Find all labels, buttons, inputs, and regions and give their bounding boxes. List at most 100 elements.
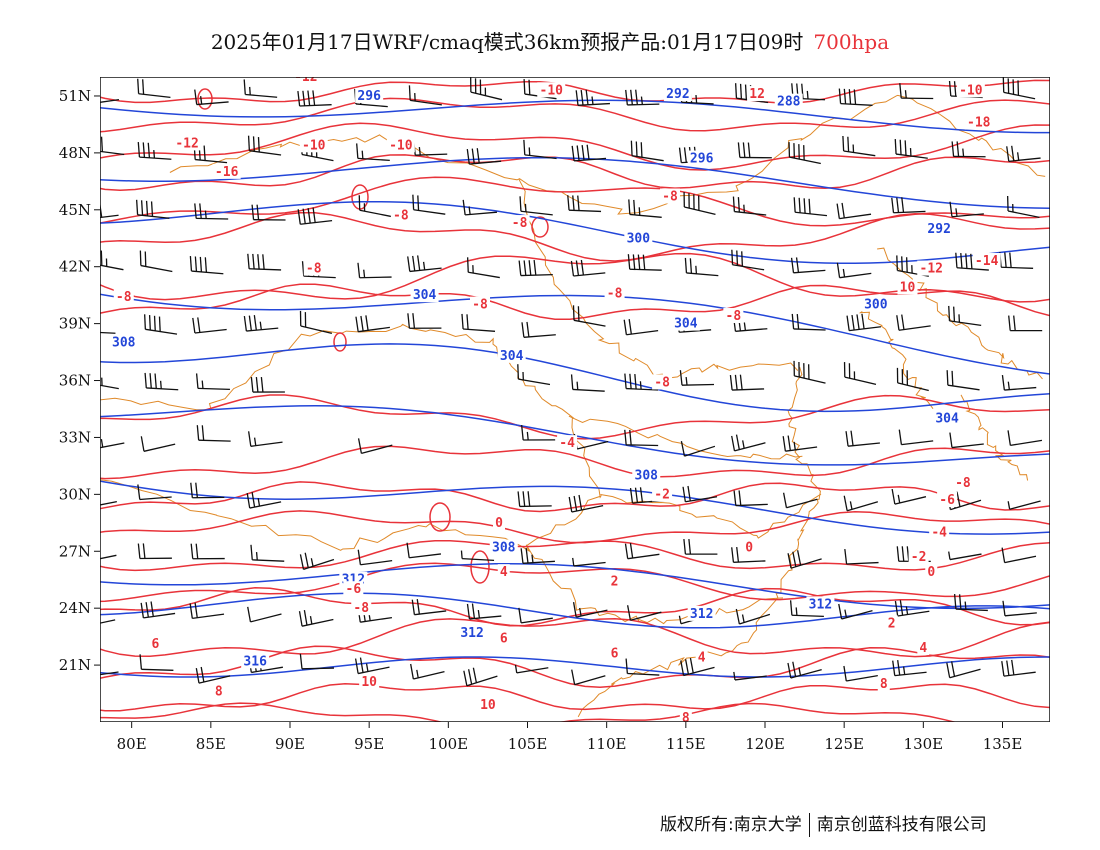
temperature-contour-label: -12 bbox=[175, 136, 198, 151]
wind-barb-flag bbox=[466, 314, 469, 330]
wind-barb-flag bbox=[408, 85, 411, 101]
wind-barb-flag bbox=[192, 317, 196, 334]
wind-barb-flag bbox=[734, 374, 738, 390]
wind-barb-staff bbox=[789, 156, 821, 165]
wind-barb-flag bbox=[803, 198, 806, 214]
temperature-contour-label-bg bbox=[660, 188, 680, 204]
wind-barb-staff bbox=[468, 271, 500, 279]
wind-barb-flag bbox=[735, 608, 740, 625]
copyright-footer: 版权所有:南京大学 南京创蓝科技有限公司 bbox=[660, 810, 987, 837]
wind-barb-flag bbox=[682, 486, 687, 502]
wind-barb-flag bbox=[965, 253, 968, 269]
temperature-contour-label: 4 bbox=[919, 641, 927, 656]
wind-barb-flag bbox=[195, 482, 198, 498]
province-boundary bbox=[858, 310, 934, 409]
wind-barb-flag bbox=[734, 83, 738, 99]
wind-barb-flag bbox=[150, 201, 154, 217]
wind-barb-flag bbox=[137, 78, 140, 94]
wind-barb-flag bbox=[628, 199, 631, 215]
wind-barb-flag bbox=[194, 203, 197, 219]
wind-barb-flag bbox=[418, 146, 421, 156]
wind-barb-staff bbox=[143, 612, 176, 619]
wind-barb-staff bbox=[197, 387, 230, 390]
temperature-contour-label: -8 bbox=[654, 375, 670, 390]
wind-barb-flag bbox=[247, 606, 252, 623]
wind-barb-flag bbox=[683, 147, 687, 163]
wind-barb-flag bbox=[203, 145, 206, 161]
wind-barb-staff bbox=[524, 154, 557, 160]
temperature-contours bbox=[100, 79, 1050, 722]
wind-barb-flag bbox=[798, 667, 802, 676]
wind-barb-flag bbox=[624, 543, 629, 559]
lon-tick-label: 95E bbox=[354, 735, 384, 753]
wind-barb-flag bbox=[744, 84, 747, 100]
wind-barb-staff bbox=[627, 672, 660, 676]
wind-barb-flag bbox=[417, 195, 420, 211]
temperature-contour-label: -10 bbox=[389, 138, 413, 153]
map-title: 2025年01月17日WRF/cmaq模式36km预报产品:01月17日09时 7… bbox=[0, 26, 1100, 55]
wind-barb-staff bbox=[299, 104, 332, 107]
wind-barb-flag bbox=[905, 606, 909, 615]
temperature-contour-label: -4 bbox=[931, 525, 947, 540]
wind-barb-flag bbox=[302, 208, 306, 224]
temperature-contour-label-bg bbox=[497, 564, 510, 580]
wind-barb-staff bbox=[849, 326, 882, 332]
wind-barb-flag bbox=[247, 253, 250, 269]
wind-barb-staff bbox=[1008, 157, 1041, 162]
wind-barb-staff bbox=[462, 557, 495, 562]
wind-barb-flag bbox=[808, 198, 811, 214]
wind-barb-flag bbox=[639, 381, 642, 390]
wind-barb-staff bbox=[626, 329, 659, 336]
temperature-contour-label: -18 bbox=[967, 116, 991, 131]
wind-barb-flag bbox=[520, 548, 524, 564]
height-contour-label-bg bbox=[663, 86, 692, 102]
wind-barb-flag bbox=[197, 317, 201, 333]
wind-barb-flag bbox=[737, 197, 740, 213]
temperature-contour-label-bg bbox=[964, 114, 993, 130]
temperature-contour-label-bg bbox=[212, 163, 241, 179]
wind-barb-flag bbox=[585, 89, 589, 105]
temperature-contour bbox=[100, 481, 1050, 513]
wind-barb-flag bbox=[790, 257, 795, 273]
wind-barb-staff bbox=[359, 209, 392, 218]
temperature-contour-label-bg bbox=[917, 640, 930, 656]
wind-barb-staff bbox=[196, 217, 229, 220]
wind-barb-flag bbox=[856, 314, 860, 330]
wind-barb-flag bbox=[901, 314, 905, 330]
wind-barb-flag bbox=[624, 373, 627, 389]
wind-barb-flag bbox=[1006, 660, 1010, 676]
wind-barb-staff bbox=[252, 559, 285, 562]
wind-barb-staff bbox=[195, 158, 228, 164]
lat-tick-label: 27N bbox=[59, 542, 91, 560]
wind-barb-flag bbox=[253, 315, 257, 331]
wind-barb-flag bbox=[523, 139, 526, 155]
wind-barb-flag bbox=[689, 258, 693, 274]
wind-barb-flag bbox=[365, 663, 369, 672]
wind-barb-flag bbox=[798, 197, 801, 213]
wind-barb-staff bbox=[196, 101, 229, 106]
wind-barb-staff bbox=[465, 211, 498, 216]
height-contour-label-bg bbox=[489, 539, 518, 555]
wind-barb-flag bbox=[257, 254, 260, 270]
wind-barb-staff bbox=[574, 157, 607, 162]
temperature-contour-label-bg bbox=[557, 435, 578, 451]
wind-barb-staff bbox=[469, 615, 502, 620]
height-contour-label-bg bbox=[355, 87, 384, 103]
height-contour-label: 296 bbox=[690, 152, 714, 167]
wind-barb-flag bbox=[901, 256, 903, 272]
temperature-contour-label: -8 bbox=[116, 290, 132, 305]
wind-barb-flag bbox=[567, 195, 570, 211]
wind-barb-staff bbox=[627, 553, 660, 560]
temperature-contour-label-bg bbox=[743, 539, 756, 555]
wind-barb-flag bbox=[586, 144, 590, 160]
temperature-contour-label: 10 bbox=[900, 281, 916, 296]
wind-barb-flag bbox=[1006, 146, 1010, 162]
wind-barb-flag bbox=[894, 600, 899, 617]
temperature-contour-label: -10 bbox=[540, 83, 564, 98]
wind-barb-flag bbox=[793, 441, 796, 450]
height-contour-label-bg bbox=[687, 605, 716, 621]
temperature-contour-label: 6 bbox=[152, 637, 160, 652]
height-contour bbox=[100, 200, 1050, 265]
wind-barb-staff bbox=[469, 160, 502, 165]
wind-barb-flag bbox=[255, 552, 258, 561]
